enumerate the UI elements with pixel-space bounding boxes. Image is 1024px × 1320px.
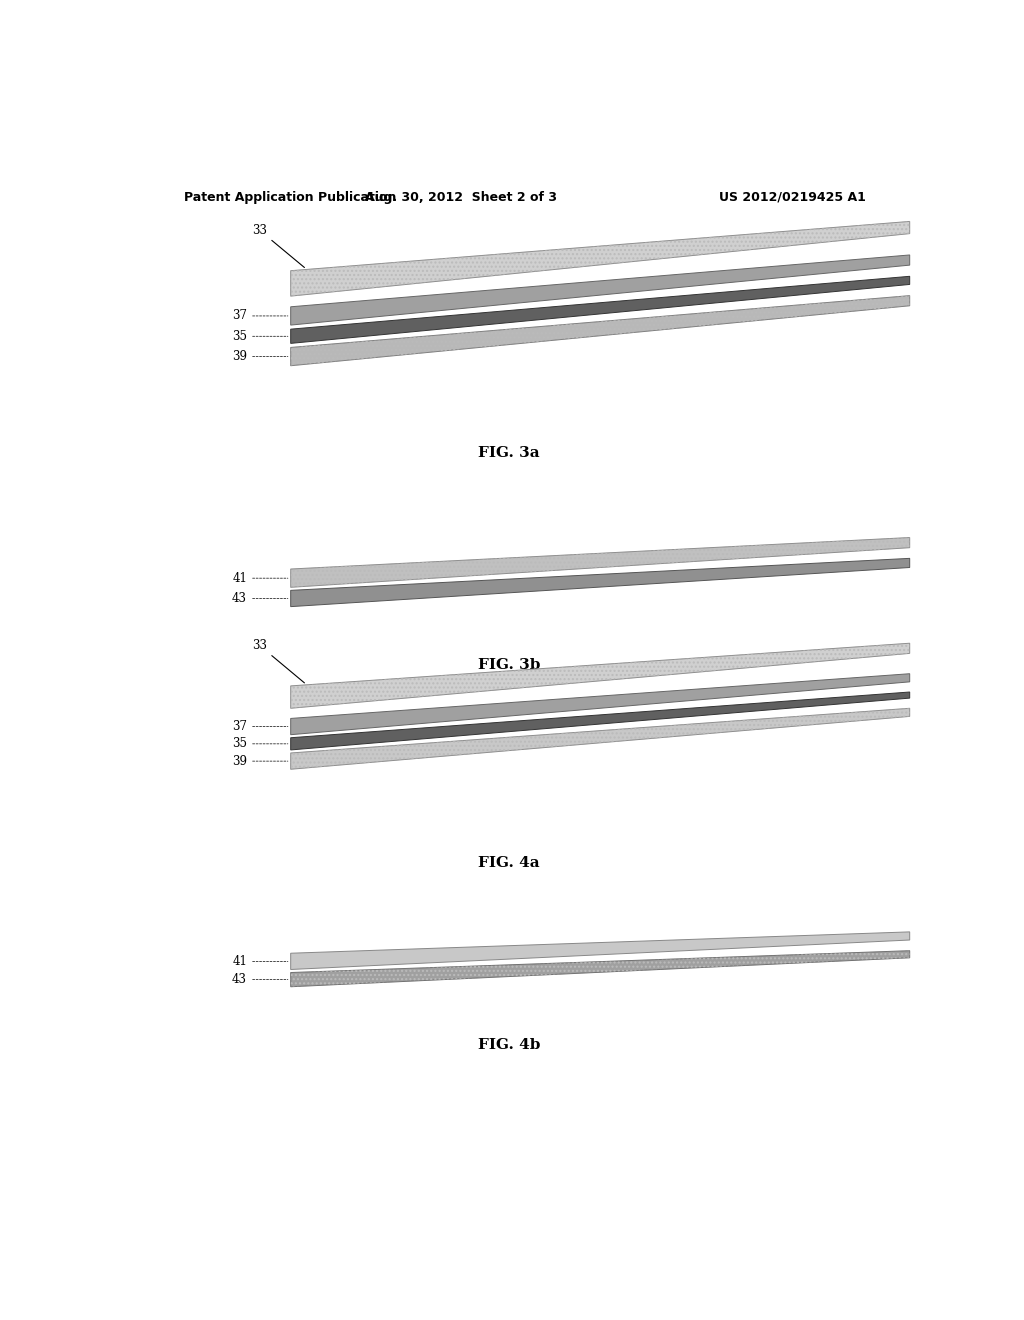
Polygon shape xyxy=(291,537,909,587)
Text: 37: 37 xyxy=(232,309,288,322)
Polygon shape xyxy=(291,932,909,969)
Polygon shape xyxy=(291,558,909,607)
Text: 39: 39 xyxy=(232,755,288,768)
Text: FIG. 3b: FIG. 3b xyxy=(478,657,540,672)
Text: 35: 35 xyxy=(232,738,288,750)
Text: 43: 43 xyxy=(232,973,288,986)
Text: 41: 41 xyxy=(232,954,288,968)
Polygon shape xyxy=(291,673,909,735)
Polygon shape xyxy=(291,255,909,325)
Text: 39: 39 xyxy=(232,350,288,363)
Polygon shape xyxy=(291,950,909,987)
Text: FIG. 4b: FIG. 4b xyxy=(478,1038,540,1052)
Text: Patent Application Publication: Patent Application Publication xyxy=(183,190,396,203)
Text: 33: 33 xyxy=(252,223,304,268)
Polygon shape xyxy=(291,709,909,770)
Text: FIG. 4a: FIG. 4a xyxy=(478,855,540,870)
Polygon shape xyxy=(291,276,909,343)
Text: 41: 41 xyxy=(232,572,288,585)
Text: US 2012/0219425 A1: US 2012/0219425 A1 xyxy=(719,190,866,203)
Polygon shape xyxy=(291,643,909,709)
Text: FIG. 3a: FIG. 3a xyxy=(478,446,540,461)
Text: 37: 37 xyxy=(232,721,288,733)
Polygon shape xyxy=(291,222,909,296)
Text: 43: 43 xyxy=(232,591,288,605)
Text: 35: 35 xyxy=(232,330,288,343)
Polygon shape xyxy=(291,296,909,366)
Text: 33: 33 xyxy=(252,639,304,682)
Text: Aug. 30, 2012  Sheet 2 of 3: Aug. 30, 2012 Sheet 2 of 3 xyxy=(366,190,557,203)
Polygon shape xyxy=(291,692,909,750)
